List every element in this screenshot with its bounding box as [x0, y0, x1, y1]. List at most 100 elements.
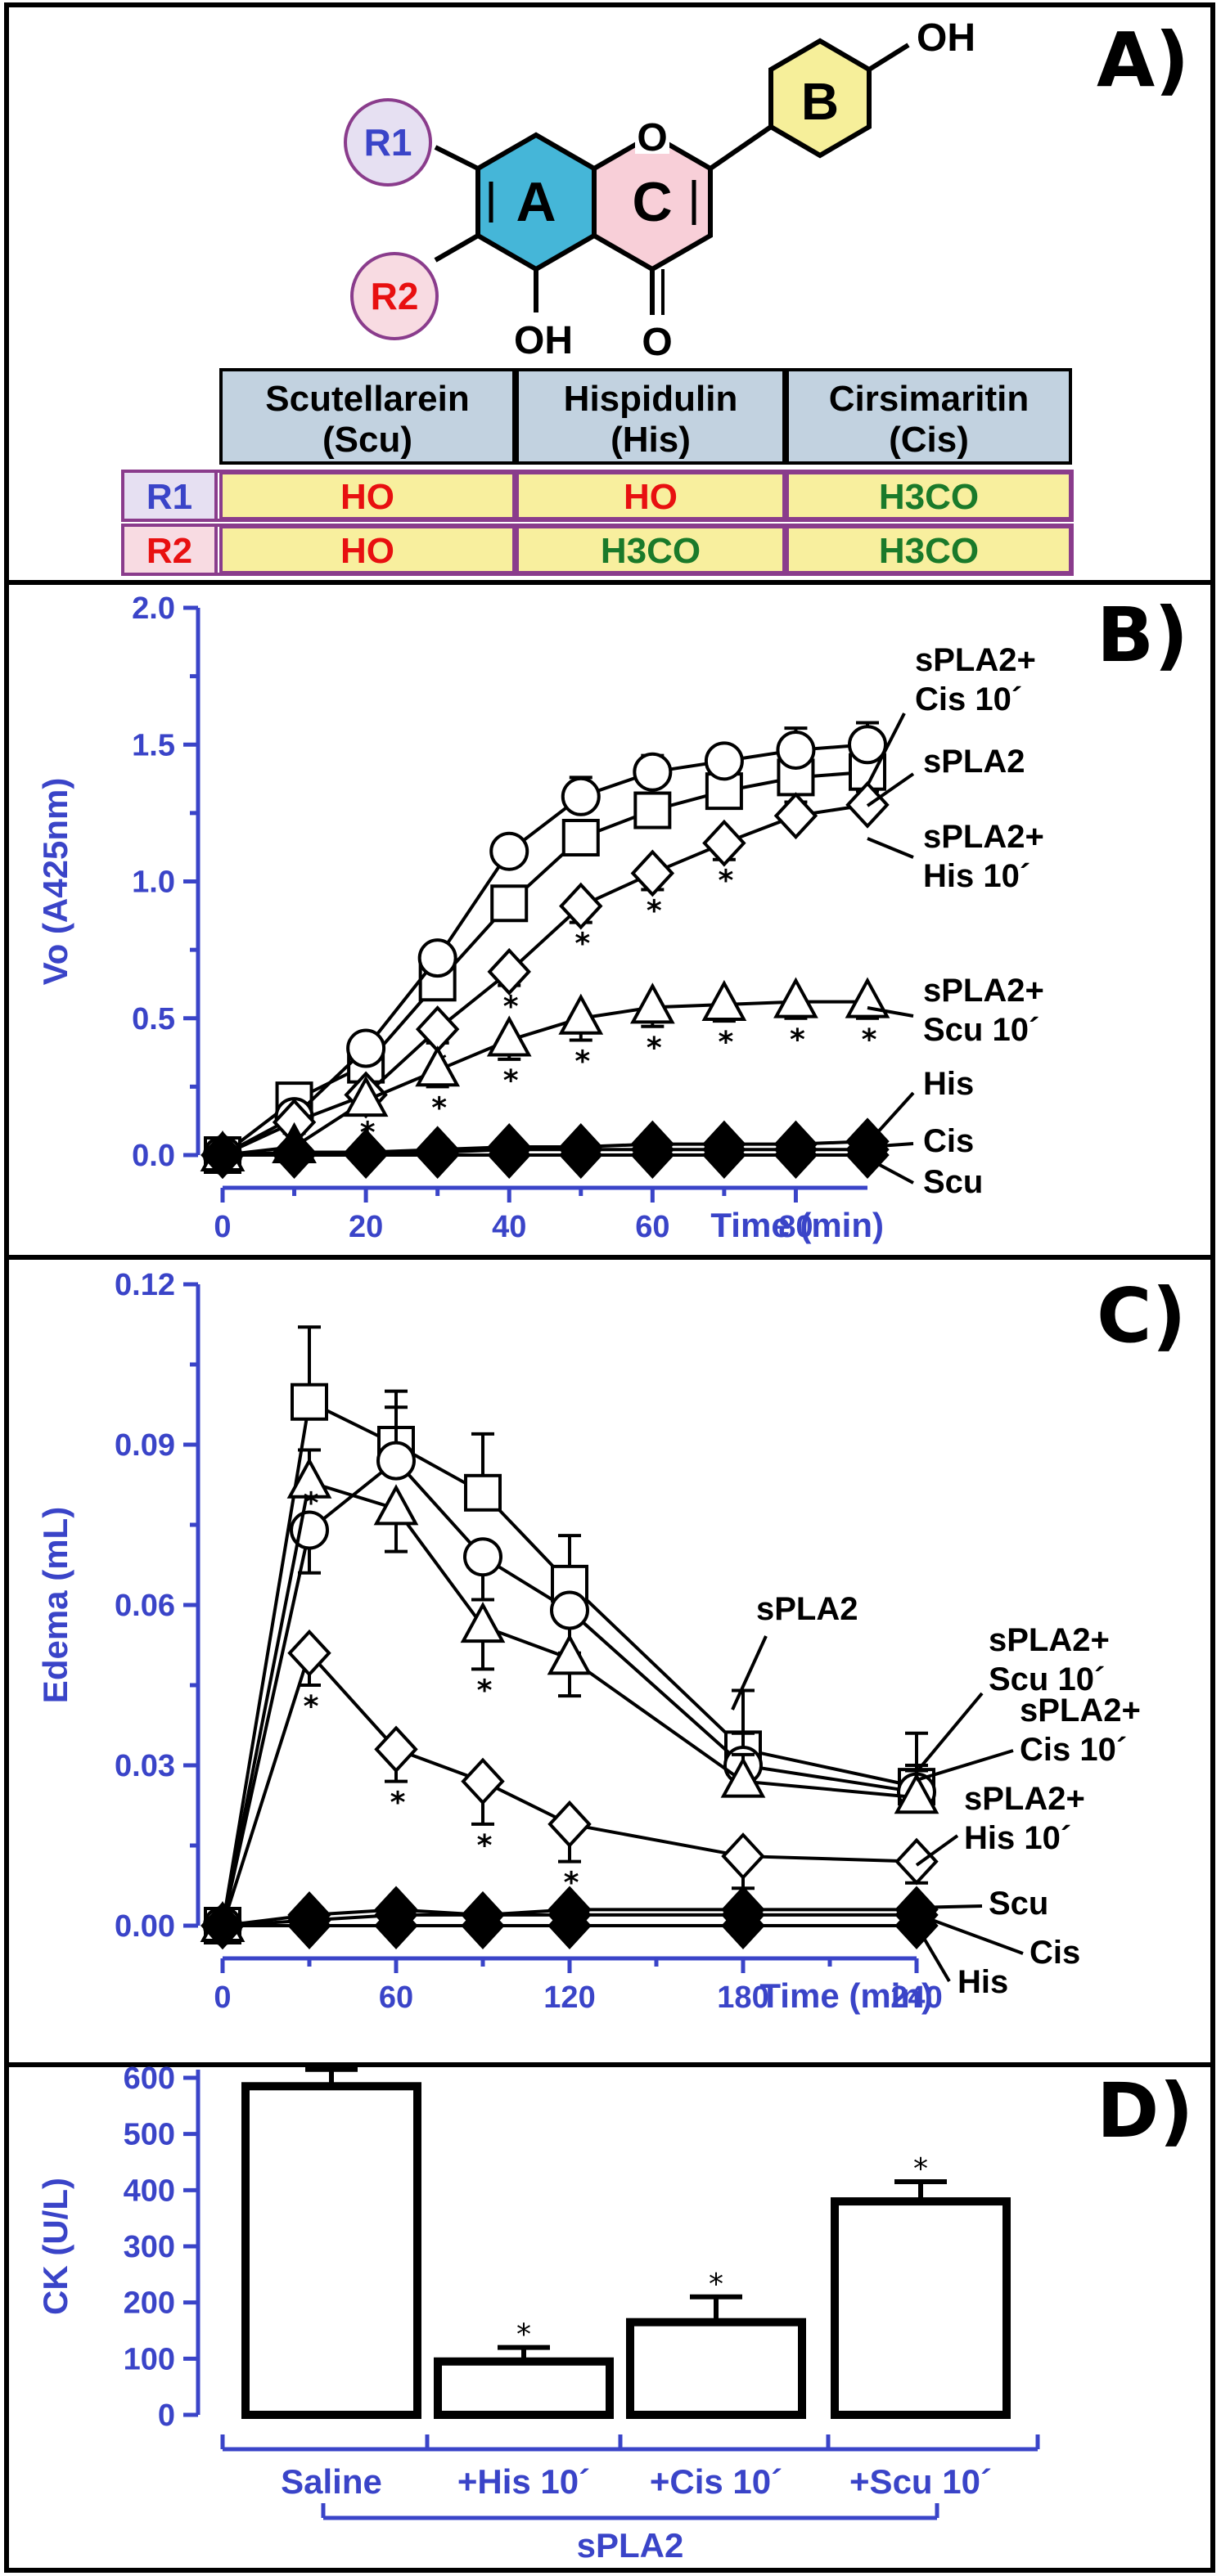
- series-label: sPLA2+: [915, 642, 1036, 678]
- y-tick-label: 0.00: [115, 1909, 175, 1944]
- significance-star: *: [718, 1026, 733, 1059]
- series-label: His: [923, 1066, 974, 1102]
- table-header-3-line2: (Cis): [889, 420, 969, 460]
- significance-star: *: [503, 1064, 519, 1098]
- data-point: [463, 1537, 502, 1577]
- label-leader: [866, 1091, 915, 1145]
- data-point: [702, 1131, 746, 1179]
- series-label: sPLA2+: [964, 1781, 1085, 1817]
- bar: [241, 2082, 421, 2420]
- label-leader: [916, 1904, 983, 1909]
- y-tick-label: 2.0: [132, 591, 175, 626]
- data-point: [547, 1902, 592, 1949]
- x-tick-label: 0: [214, 1980, 231, 2015]
- group-label: sPLA2: [577, 2526, 684, 2565]
- y-tick-label: 0.06: [115, 1589, 175, 1623]
- series-label: Cis 10´: [1020, 1732, 1127, 1768]
- data-point: [287, 1902, 331, 1949]
- table-header-2: [516, 368, 786, 465]
- significance-star: *: [862, 1023, 877, 1057]
- label-leader: [866, 772, 915, 807]
- y-tick-label: 600: [124, 2061, 175, 2096]
- table-cell-bg: [219, 471, 516, 520]
- y-tick-label: 0: [158, 2398, 175, 2433]
- x-tick-label: 60: [635, 1210, 669, 1244]
- significance-star: *: [574, 1045, 590, 1079]
- data-point: [464, 1473, 502, 1512]
- data-point: [702, 819, 746, 867]
- data-point: [461, 1757, 505, 1805]
- series-label: Cis: [1030, 1935, 1080, 1971]
- data-point: [547, 1800, 592, 1848]
- x-tick-label: 80: [778, 1210, 813, 1244]
- data-point: [272, 1131, 317, 1179]
- table-header-2-line2: (His): [610, 420, 691, 460]
- series-label: sPLA2: [923, 744, 1025, 780]
- data-point: [200, 1131, 245, 1179]
- data-point: [848, 725, 887, 765]
- bond-r1: [434, 145, 480, 171]
- data-point: [417, 938, 457, 978]
- data-point: [346, 1028, 386, 1068]
- series-label: sPLA2+: [989, 1622, 1110, 1658]
- oh-bottom: OH: [514, 319, 573, 362]
- table-cell-bg: [786, 471, 1072, 520]
- x-tick-label: 240: [890, 1980, 942, 2015]
- ring-b-label: B: [801, 72, 839, 131]
- series-line: [222, 1148, 867, 1157]
- oh-top: OH: [917, 16, 975, 60]
- bar: [434, 2357, 614, 2419]
- significance-star: *: [477, 1674, 493, 1707]
- table-cell-bg: [516, 471, 786, 520]
- table-cell-value: H3CO: [879, 477, 979, 517]
- data-point: [773, 1131, 818, 1179]
- panel-letter: C): [1097, 1272, 1187, 1360]
- label-leader: [867, 1157, 914, 1185]
- r2-label: R2: [371, 275, 419, 317]
- series-label: sPLA2+: [923, 973, 1044, 1009]
- significance-star: *: [477, 1829, 493, 1863]
- panel-letter: D): [1097, 2067, 1193, 2155]
- series-line: [222, 1000, 867, 1157]
- significance-star: *: [516, 2318, 531, 2352]
- y-tick-label: 500: [124, 2118, 175, 2152]
- data-point: [461, 1902, 505, 1949]
- y-tick-label: 300: [124, 2230, 175, 2264]
- table-cell-value: H3CO: [601, 531, 701, 571]
- bond-b-oh: [867, 43, 910, 72]
- y-axis-title: CK (U/L): [36, 2178, 74, 2315]
- data-point: [704, 741, 744, 781]
- row-label-r1-bg: [121, 470, 218, 522]
- table-cell-bg: [219, 525, 516, 574]
- ring-oxygen: O: [637, 116, 667, 160]
- ring-c-label: C: [632, 171, 672, 233]
- table-header-1-line2: (Scu): [322, 420, 412, 460]
- y-tick-label: 200: [124, 2286, 175, 2321]
- table-header-3-line1: Cirsimaritin: [829, 379, 1030, 419]
- series-label: Scu 10´: [923, 1012, 1039, 1048]
- series-label: Cis: [923, 1123, 974, 1159]
- panel-a-letter: A): [1097, 16, 1189, 104]
- data-point: [374, 1902, 418, 1949]
- data-point: [773, 977, 818, 1018]
- data-point: [721, 1902, 765, 1949]
- data-point: [721, 1832, 765, 1881]
- data-point: [894, 1837, 939, 1886]
- series-line: [222, 743, 868, 1157]
- significance-star: *: [718, 865, 733, 898]
- significance-star: *: [390, 1787, 406, 1820]
- significance-star: *: [913, 2152, 928, 2186]
- label-leader: [915, 1924, 951, 1983]
- data-point: [630, 1131, 675, 1179]
- table-header-2-line1: Hispidulin: [564, 379, 738, 419]
- y-axis-title: Vo (A425nm): [36, 778, 74, 986]
- series-label: Scu 10´: [989, 1661, 1105, 1697]
- label-leader: [867, 1006, 914, 1018]
- y-tick-label: 0.12: [115, 1268, 175, 1302]
- y-tick-label: 0.03: [115, 1749, 175, 1783]
- data-point: [487, 947, 531, 996]
- category-label: +Scu 10´: [849, 2462, 992, 2501]
- x-axis-title: Time (min): [710, 1206, 884, 1244]
- data-point: [630, 849, 675, 897]
